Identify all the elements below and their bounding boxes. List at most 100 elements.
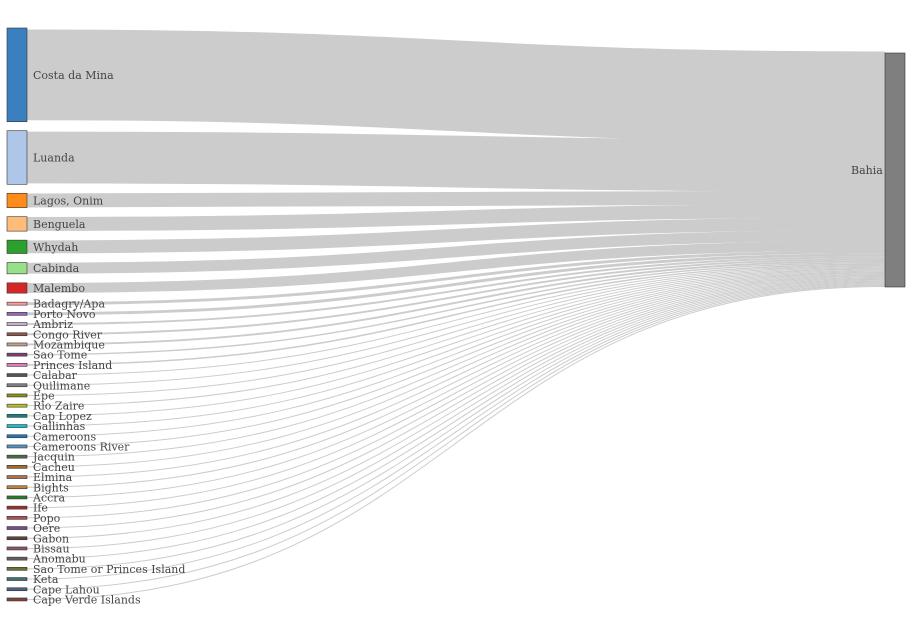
source-label: Elmina [33, 471, 73, 484]
source-node-accra[interactable] [6, 495, 28, 500]
target-node-bahia[interactable] [884, 52, 906, 288]
link-princes-island[interactable] [26, 263, 886, 366]
link-anomabu[interactable] [26, 282, 886, 560]
link-badagry-apa[interactable] [26, 250, 886, 306]
source-node-oere[interactable] [6, 526, 28, 530]
source-node-whydah[interactable] [6, 239, 28, 254]
link-congo-river[interactable] [26, 258, 886, 336]
link-ambriz[interactable] [26, 256, 886, 326]
link-benguela[interactable] [26, 203, 886, 231]
source-node-cabinda[interactable] [6, 262, 28, 275]
source-node-cap-lopez[interactable] [6, 414, 28, 418]
link-malembo[interactable] [26, 240, 886, 293]
link-luanda[interactable] [26, 131, 886, 192]
link-popo[interactable] [26, 278, 886, 519]
link-quilimane[interactable] [26, 265, 886, 386]
link-gallinhas[interactable] [26, 269, 886, 427]
link-sao-tome-or-princes-island[interactable] [26, 283, 886, 570]
source-node-benguela[interactable] [6, 216, 28, 232]
source-node-rio-zaire[interactable] [6, 403, 28, 408]
source-label: Cape Lahou [33, 583, 100, 596]
source-node-cape-verde-islands[interactable] [6, 597, 28, 602]
link-mozambique[interactable] [26, 260, 886, 346]
source-label: Sao Tome or Princes Island [33, 563, 185, 576]
source-node-cape-lahou[interactable] [6, 587, 28, 592]
source-node-cameroons[interactable] [6, 434, 28, 439]
link-gabon[interactable] [26, 280, 886, 539]
source-label: Mozambique [33, 338, 105, 351]
source-node-elmina[interactable] [6, 475, 28, 479]
source-node-jacquin[interactable] [6, 454, 28, 459]
link-calabar[interactable] [26, 264, 886, 376]
source-node-cameroons-river[interactable] [6, 444, 28, 449]
source-label: Benguela [33, 218, 86, 231]
source-node-bissau[interactable] [6, 546, 28, 551]
link-lagos-onim[interactable] [26, 190, 886, 208]
source-label: Princes Island [33, 359, 112, 372]
link-whydah[interactable] [26, 217, 886, 254]
link-cameroons-river[interactable] [26, 271, 886, 447]
link-cameroons[interactable] [26, 270, 886, 437]
source-node-cacheu[interactable] [6, 465, 28, 469]
link-cacheu[interactable] [26, 273, 886, 468]
source-node-gallinhas[interactable] [6, 424, 28, 428]
link-bights[interactable] [26, 275, 886, 488]
source-node-luanda[interactable] [6, 130, 28, 185]
link-cape-verde-islands[interactable] [26, 286, 886, 600]
link-porto-novo[interactable] [26, 253, 886, 316]
source-label: Lagos, Onim [33, 195, 104, 208]
source-label: Gallinhas [33, 420, 86, 433]
link-cap-lopez[interactable] [26, 268, 886, 417]
source-label: Quilimane [33, 379, 90, 392]
source-label: Epe [33, 389, 55, 402]
link-accra[interactable] [26, 276, 886, 498]
source-node-anomabu[interactable] [6, 556, 28, 561]
source-label: Ife [33, 502, 48, 515]
link-costa-da-mina[interactable] [26, 29, 886, 143]
source-node-costa-da-mina[interactable] [6, 27, 28, 123]
source-node-sao-tome-or-princes-island[interactable] [6, 567, 28, 571]
link-cabinda[interactable] [26, 230, 886, 274]
source-node-ambriz[interactable] [6, 322, 28, 326]
link-cape-lahou[interactable] [26, 285, 886, 590]
source-label: Accra [32, 491, 66, 504]
link-ife[interactable] [26, 277, 886, 509]
link-oere[interactable] [26, 279, 886, 529]
source-label: Ambriz [32, 318, 73, 331]
source-label: Rio Zaire [33, 400, 84, 413]
source-nodes: Costa da Mina Luanda Lagos, Onim Benguela Wh… [6, 27, 185, 606]
source-label: Costa da Mina [33, 69, 114, 82]
source-node-quilimane[interactable] [6, 383, 28, 388]
link-keta[interactable] [26, 284, 886, 580]
source-node-malembo[interactable] [6, 282, 28, 294]
source-node-keta[interactable] [6, 577, 28, 581]
source-label: Congo River [33, 328, 103, 341]
source-node-mozambique[interactable] [6, 342, 28, 347]
source-node-congo-river[interactable] [6, 332, 28, 337]
source-label: Anomabu [32, 553, 86, 566]
source-node-bights[interactable] [6, 485, 28, 490]
source-node-calabar[interactable] [6, 373, 28, 377]
link-rio-zaire[interactable] [26, 267, 886, 407]
source-label: Bights [33, 481, 69, 494]
source-node-sao-tome[interactable] [6, 352, 28, 357]
source-label: Calabar [33, 369, 78, 382]
source-node-gabon[interactable] [6, 536, 28, 541]
source-label: Cap Lopez [33, 410, 92, 423]
link-epe[interactable] [26, 266, 886, 396]
source-label: Oere [33, 522, 60, 535]
source-node-princes-island[interactable] [6, 363, 28, 367]
source-node-badagry-apa[interactable] [6, 301, 28, 306]
source-node-porto-novo[interactable] [6, 312, 28, 316]
source-node-popo[interactable] [6, 516, 28, 520]
link-sao-tome[interactable] [26, 261, 886, 356]
link-jacquin[interactable] [26, 272, 886, 458]
sankey-links [26, 29, 886, 600]
source-node-epe[interactable] [6, 393, 28, 398]
link-elmina[interactable] [26, 274, 886, 478]
source-node-lagos-onim[interactable] [6, 192, 28, 209]
source-node-ife[interactable] [6, 505, 28, 510]
link-bissau[interactable] [26, 281, 886, 549]
source-label: Badagry/Apa [33, 298, 105, 311]
